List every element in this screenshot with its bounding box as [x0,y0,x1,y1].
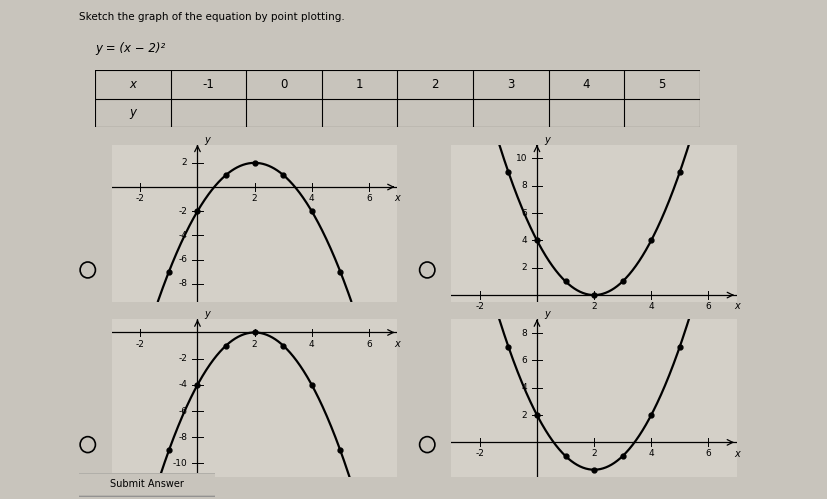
Text: -2: -2 [136,339,145,348]
Text: 2: 2 [590,302,596,311]
Text: -2: -2 [136,194,145,203]
Text: x: x [129,78,136,91]
Text: 6: 6 [705,302,710,311]
Text: 2: 2 [251,194,257,203]
Text: x: x [394,339,399,349]
Text: -2: -2 [475,302,484,311]
FancyBboxPatch shape [74,473,219,497]
Text: -4: -4 [179,231,187,240]
Text: Sketch the graph of the equation by point plotting.: Sketch the graph of the equation by poin… [79,12,344,22]
Text: 4: 4 [648,302,653,311]
Text: -10: -10 [173,459,187,468]
Text: 2: 2 [431,78,438,91]
Text: -6: -6 [179,255,187,264]
Text: Submit Answer: Submit Answer [110,479,184,489]
Text: -2: -2 [179,207,187,216]
Text: 6: 6 [366,339,371,348]
Text: y = (x − 2)²: y = (x − 2)² [95,42,165,55]
Text: 1: 1 [356,78,363,91]
Text: -2: -2 [179,354,187,363]
Text: -2: -2 [475,450,484,459]
Text: y: y [129,106,136,119]
Text: 4: 4 [308,194,314,203]
Text: 4: 4 [521,236,526,245]
Text: 10: 10 [515,154,526,163]
Text: -1: -1 [203,78,214,91]
Text: y: y [543,309,549,319]
Text: -8: -8 [179,279,187,288]
Text: -8: -8 [179,433,187,442]
Text: 8: 8 [520,181,526,190]
Text: 2: 2 [521,411,526,420]
Text: 6: 6 [366,194,371,203]
Text: x: x [734,301,739,311]
Text: 8: 8 [520,328,526,337]
Text: -4: -4 [179,380,187,389]
Text: y: y [543,135,549,145]
Text: 6: 6 [705,450,710,459]
Text: -6: -6 [179,407,187,416]
Text: 3: 3 [506,78,514,91]
Text: 4: 4 [308,339,314,348]
Text: y: y [204,309,210,319]
Text: 2: 2 [251,339,257,348]
Text: 0: 0 [280,78,288,91]
Text: x: x [734,449,739,459]
Text: 2: 2 [182,158,187,167]
Text: 2: 2 [590,450,596,459]
Text: 6: 6 [520,356,526,365]
Text: 4: 4 [521,383,526,392]
Text: 4: 4 [648,450,653,459]
Text: 2: 2 [521,263,526,272]
Text: 6: 6 [520,209,526,218]
Text: 5: 5 [657,78,665,91]
Text: 4: 4 [582,78,590,91]
Text: x: x [394,193,399,203]
Text: y: y [204,135,210,145]
